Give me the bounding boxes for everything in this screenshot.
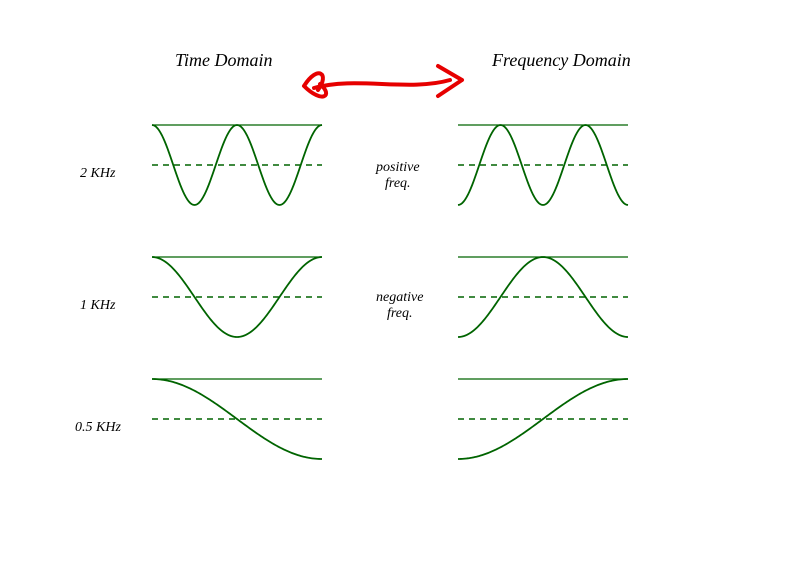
diagram-svg (0, 0, 799, 562)
bidir-arrow-left-head-icon (304, 73, 326, 96)
diagram-stage: Time Domain Frequency Domain 2 KHz 1 KHz… (0, 0, 799, 562)
bidir-arrow-shaft-icon (314, 80, 450, 88)
